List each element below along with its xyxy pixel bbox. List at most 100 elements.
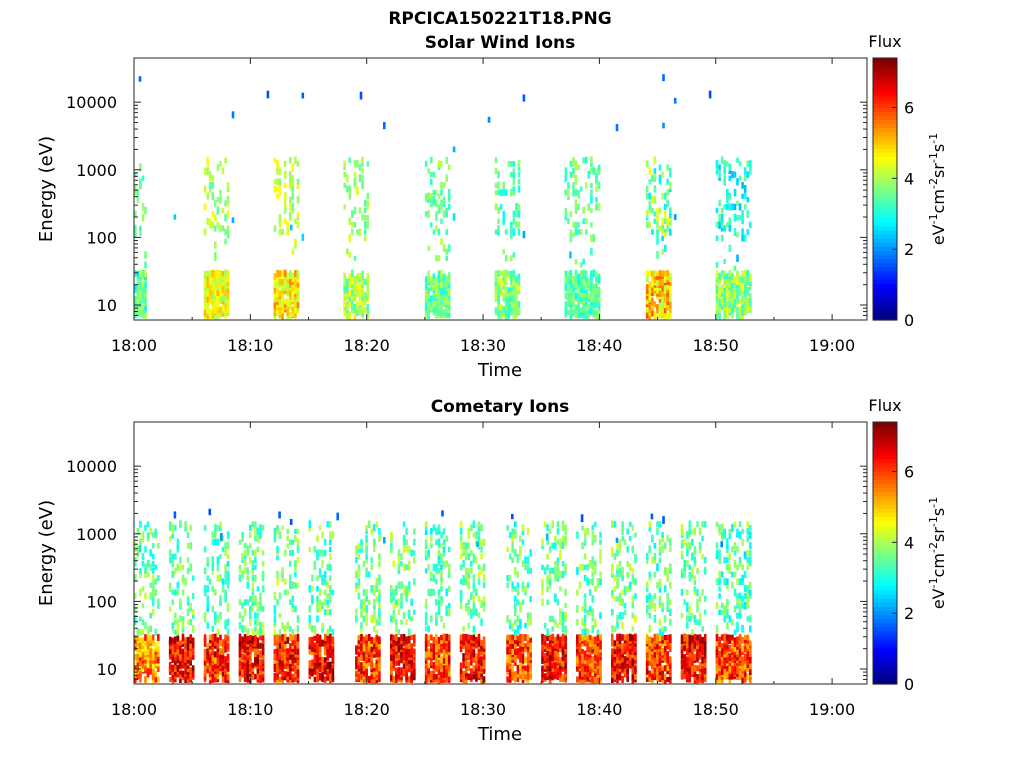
flux-cell (459, 595, 463, 603)
flux-cell (746, 269, 750, 278)
flux-cell (651, 556, 654, 564)
flux-cell (572, 232, 575, 238)
flux-cell (316, 595, 319, 603)
flux-cell (519, 535, 522, 542)
flux-cell (564, 301, 568, 308)
flux-cell (686, 531, 689, 539)
flux-cell (256, 601, 260, 610)
flux-cell (467, 661, 471, 670)
flux-cell (134, 210, 137, 218)
flux-cell (595, 286, 598, 294)
flux-cell (276, 643, 279, 649)
flux-cell (621, 525, 624, 531)
flux-cell (157, 645, 160, 652)
flux-cell (445, 560, 448, 568)
flux-cell (286, 648, 289, 655)
flux-cell (569, 300, 573, 308)
flux-cell (276, 525, 279, 531)
flux-cell (595, 197, 598, 203)
flux-cell (378, 528, 381, 535)
flux-cell (611, 625, 614, 633)
flux-cell (658, 596, 662, 602)
flux-cell (413, 639, 416, 647)
flux-cell (631, 659, 635, 667)
flux-cell (329, 575, 332, 581)
colorbar-step (873, 123, 897, 129)
flux-cell (281, 306, 284, 314)
flux-cell (517, 273, 521, 280)
flux-cell (360, 622, 363, 630)
flux-cell (482, 676, 486, 683)
flux-cell (141, 560, 145, 567)
flux-cell (424, 598, 428, 606)
flux-cell (546, 553, 549, 560)
flux-cell (378, 574, 381, 582)
flux-cell (348, 289, 352, 297)
flux-cell (590, 182, 593, 188)
flux-cell (669, 207, 672, 214)
flux-cell (464, 673, 468, 680)
flux-cell (356, 186, 359, 192)
sparse-flux-cell (487, 116, 491, 123)
flux-cell (726, 161, 729, 167)
flux-cell (611, 659, 614, 667)
flux-cell (410, 643, 413, 649)
flux-cell (424, 619, 428, 626)
colorbar-step (873, 98, 897, 104)
flux-cell (613, 521, 617, 528)
flux-cell (521, 581, 525, 589)
flux-cell (470, 668, 473, 674)
flux-cell (497, 303, 500, 311)
flux-cell (723, 259, 726, 265)
x-axis-ticks: 18:00 18:10 18:20 18:30 18:40 18:50 19:00 (111, 58, 855, 355)
flux-cell (510, 188, 513, 197)
flux-cell (611, 546, 614, 553)
flux-cell (214, 200, 217, 207)
flux-cell (741, 270, 744, 277)
flux-cell (243, 567, 247, 575)
flux-cell (564, 524, 567, 532)
flux-cell (611, 520, 614, 529)
flux-cell (276, 577, 279, 586)
flux-cell (281, 228, 284, 236)
flux-cell (731, 203, 734, 211)
flux-cell (366, 204, 370, 210)
flux-cell (728, 175, 732, 181)
flux-cell (289, 270, 292, 277)
flux-cell (574, 269, 578, 278)
flux-cell (278, 167, 282, 175)
flux-cell (475, 636, 478, 644)
flux-cell (134, 660, 137, 666)
flux-cell (246, 575, 249, 581)
flux-cell (176, 581, 180, 589)
flux-cell (211, 676, 215, 683)
flux-cell (661, 532, 664, 538)
flux-cell (367, 639, 371, 647)
flux-cell (658, 225, 662, 232)
flux-cell (574, 175, 578, 182)
flux-cell (141, 619, 145, 626)
flux-cell (669, 608, 672, 616)
flux-cell (276, 309, 279, 317)
flux-cell (631, 602, 635, 609)
flux-cell (556, 561, 560, 567)
flux-cell (366, 161, 370, 167)
flux-cell (363, 298, 367, 305)
flux-cell (511, 642, 514, 649)
flux-cell (574, 228, 578, 236)
flux-cell (174, 619, 177, 625)
flux-cell (577, 286, 580, 295)
flux-cell (283, 625, 287, 633)
flux-cell (648, 602, 652, 609)
flux-cell (435, 634, 438, 641)
flux-cell (696, 665, 699, 672)
flux-cell (224, 542, 227, 550)
flux-cell (424, 300, 428, 309)
flux-cell (574, 164, 578, 171)
flux-cell (511, 670, 514, 678)
flux-cell (502, 249, 505, 255)
flux-cell (171, 625, 175, 633)
flux-cell (296, 290, 300, 297)
flux-cell (139, 616, 142, 622)
flux-cell (149, 650, 152, 658)
